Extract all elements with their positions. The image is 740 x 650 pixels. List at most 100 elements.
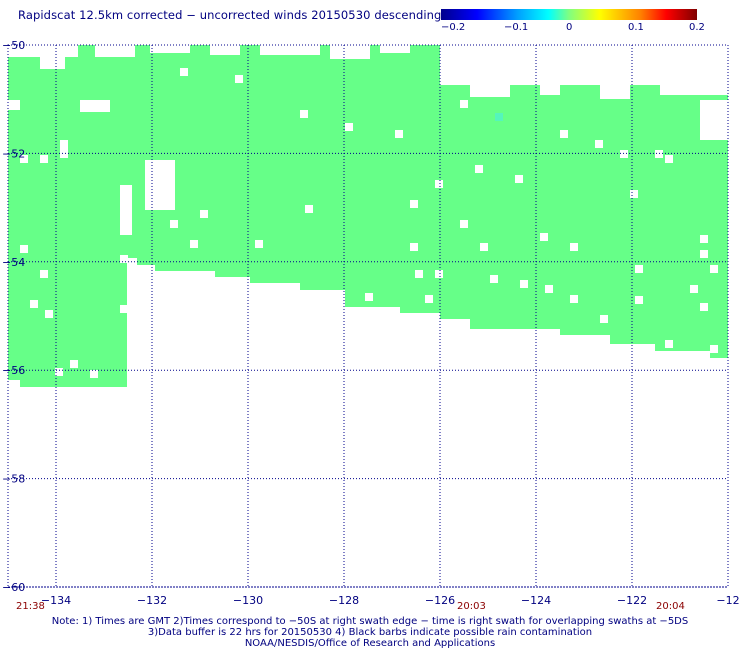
missing-cell <box>190 240 198 248</box>
missing-cell <box>665 155 673 163</box>
missing-cell <box>600 315 608 323</box>
missing-cell <box>600 85 630 99</box>
colorbar-label-neg: −0.1 <box>504 22 529 33</box>
missing-cell <box>480 243 488 251</box>
missing-cell <box>460 220 468 228</box>
lat-tick-label: −58 <box>2 473 25 486</box>
missing-cell <box>635 265 643 273</box>
missing-cell <box>120 255 128 263</box>
lat-tick-label: −50 <box>2 39 25 52</box>
missing-cell <box>145 160 175 210</box>
missing-cell <box>710 265 718 273</box>
missing-cell <box>200 210 208 218</box>
missing-cell <box>300 110 308 118</box>
lat-tick-label: −56 <box>2 364 25 377</box>
missing-cell <box>490 275 498 283</box>
missing-cell <box>635 296 643 304</box>
lon-tick-label: −128 <box>329 594 359 607</box>
missing-cell <box>8 45 78 57</box>
missing-cell <box>470 85 510 97</box>
missing-cell <box>345 123 353 131</box>
missing-cell <box>20 155 28 163</box>
footer-note-line2: 3)Data buffer is 22 hrs for 20150530 4) … <box>147 627 593 638</box>
missing-cell <box>120 305 128 313</box>
lon-tick-label: −124 <box>521 594 551 607</box>
missing-cell <box>305 205 313 213</box>
missing-cell <box>45 310 53 318</box>
positive-value-cell <box>495 113 503 121</box>
missing-cell <box>660 85 728 95</box>
missing-cell <box>40 57 65 69</box>
missing-cell <box>515 175 523 183</box>
missing-cell <box>365 293 373 301</box>
lat-tick-label: −60 <box>2 581 25 594</box>
missing-cell <box>630 190 638 198</box>
missing-cell <box>700 100 728 140</box>
missing-cell <box>570 243 578 251</box>
footer-note-line1: Note: 1) Times are GMT 2)Times correspon… <box>51 616 689 627</box>
missing-cell <box>700 250 708 258</box>
missing-cell <box>690 285 698 293</box>
missing-cell <box>80 100 110 112</box>
missing-cell <box>95 45 135 57</box>
missing-cell <box>120 210 128 218</box>
colorbar-label-min: −0.2 <box>441 22 466 33</box>
missing-cell <box>475 165 483 173</box>
lat-tick-label: −54 <box>2 256 25 269</box>
missing-cell <box>560 130 568 138</box>
missing-cell <box>545 285 553 293</box>
colorbar-label-zero: 0 <box>566 22 573 33</box>
missing-cell <box>255 240 263 248</box>
map-title: Rapidscat 12.5km corrected − uncorrected… <box>18 8 442 22</box>
missing-cell <box>620 150 628 158</box>
missing-cell <box>40 270 48 278</box>
lon-tick-label: −12 <box>716 594 739 607</box>
missing-cell <box>330 45 370 59</box>
lon-tick-label: −132 <box>137 594 167 607</box>
missing-cell <box>380 45 410 53</box>
swath-data-layer <box>8 45 728 387</box>
missing-cell <box>210 45 240 55</box>
lon-tick-label: −130 <box>233 594 263 607</box>
missing-cell <box>60 140 68 158</box>
missing-cell <box>425 295 433 303</box>
missing-cell <box>435 270 443 278</box>
colorbar-label-pos: 0.1 <box>628 22 644 33</box>
missing-cell <box>150 45 190 53</box>
missing-cell <box>440 45 730 85</box>
missing-cell <box>655 150 663 158</box>
missing-cell <box>8 100 20 110</box>
missing-cell <box>255 290 263 298</box>
missing-cell <box>460 100 468 108</box>
missing-cell <box>710 345 718 353</box>
missing-cell <box>170 220 178 228</box>
missing-cell <box>700 303 708 311</box>
missing-cell <box>30 300 38 308</box>
lon-tick-label: −122 <box>617 594 647 607</box>
lon-tick-label: −134 <box>41 594 71 607</box>
missing-cell <box>700 235 708 243</box>
axis-tick-labels: −134 −132 −130 −128 −126 −124 −122 −12 −50 −52 −54… <box>2 39 740 607</box>
missing-cell <box>595 140 603 148</box>
footer-credit: NOAA/NESDIS/Office of Research and Appli… <box>244 638 496 649</box>
missing-cell <box>570 295 578 303</box>
missing-cell <box>665 340 673 348</box>
missing-data-cells <box>8 45 730 378</box>
missing-cell <box>235 75 243 83</box>
colorbar-label-max: 0.2 <box>689 22 705 33</box>
missing-cell <box>540 85 560 95</box>
missing-cell <box>55 368 63 376</box>
lat-tick-label: −52 <box>2 147 25 160</box>
missing-cell <box>410 243 418 251</box>
missing-cell <box>90 370 98 378</box>
swath-coverage <box>8 45 728 387</box>
lon-tick-label: −126 <box>425 594 455 607</box>
graticule <box>7 44 729 588</box>
missing-cell <box>435 180 443 188</box>
missing-cell <box>260 45 320 55</box>
missing-cell <box>520 280 528 288</box>
missing-cell <box>540 233 548 241</box>
missing-cell <box>180 68 188 76</box>
colorbar <box>441 9 697 20</box>
